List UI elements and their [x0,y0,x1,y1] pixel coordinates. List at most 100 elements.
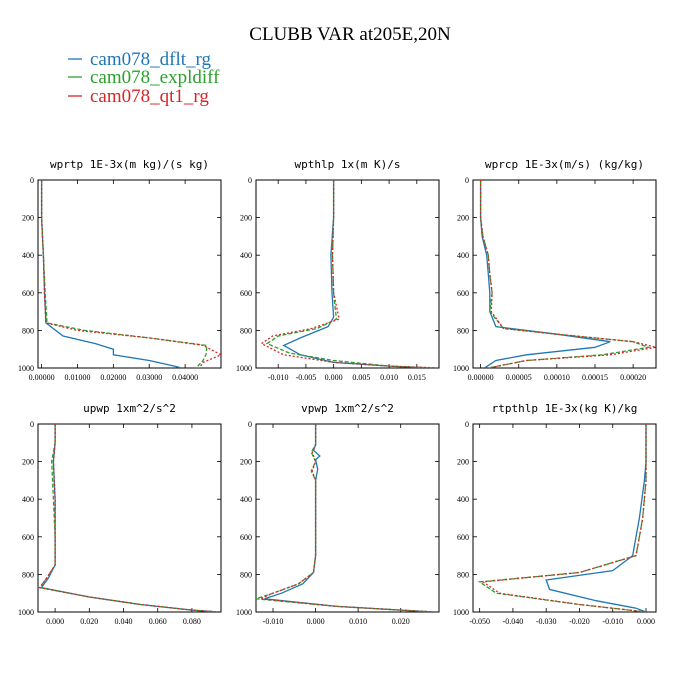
y-tick-label: 400 [22,251,34,260]
series-line-cam078_qt1_rg [40,180,221,368]
y-tick-label: 1000 [236,608,252,617]
y-tick-label: 800 [240,570,252,579]
plot-frame [472,179,657,369]
y-tick-label: 400 [240,251,252,260]
y-tick-label: 400 [22,495,34,504]
y-tick-label: 400 [457,495,469,504]
y-tick-label: 1000 [236,364,252,373]
y-tick-label: 800 [22,326,34,335]
y-tick-label: 200 [240,214,252,223]
series-line-cam078_dflt_rg [40,424,220,612]
y-tick-label: 1000 [453,364,469,373]
x-tick-label: 0.010 [349,617,367,626]
series-line-cam078_qt1_rg [479,180,656,368]
series-line-cam078_expldiff [38,424,220,612]
y-tick-label: 800 [240,326,252,335]
series-line-cam078_qt1_rg [481,424,647,612]
y-tick-label: 200 [22,458,34,467]
x-tick-label: 0.000 [637,617,655,626]
y-tick-label: 0 [465,420,469,429]
panel-3: wprcp 1E-3x(m/s) (kg/kg) 0 200 400 600 800 100… [453,158,657,382]
legend-label-dflt: cam078_dflt_rg [90,49,212,70]
legend-entry-qt1: cam078_qt1_rg [68,86,209,107]
x-tick-label: 0.000 [307,617,325,626]
plot-frame [37,423,222,613]
x-tick-label: 0.005 [352,373,370,382]
series-line-cam078_dflt_rg [545,424,647,612]
panel-title: wprcp 1E-3x(m/s) (kg/kg) [485,158,644,171]
series-line-cam078_expldiff [256,424,435,612]
x-tick-label: -0.010 [263,617,284,626]
series-line-cam078_expldiff [265,180,434,368]
y-tick-label: 0 [248,420,252,429]
x-tick-label: 0.060 [149,617,167,626]
x-tick-label: 0.015 [408,373,426,382]
y-tick-label: 800 [22,570,34,579]
y-tick-label: 200 [457,458,469,467]
x-tick-label: 0.000 [325,373,343,382]
y-tick-label: 800 [457,570,469,579]
x-tick-label: 0.020 [392,617,410,626]
y-tick-label: 200 [240,458,252,467]
y-tick-label: 600 [240,289,252,298]
panel-6: rtpthlp 1E-3x(kg K)/kg 0 200 400 600 800 1000 -… [453,402,657,626]
x-tick-label: -0.010 [602,617,623,626]
series-line-cam078_qt1_rg [257,424,435,612]
x-tick-label: -0.010 [268,373,289,382]
panel-title: upwp 1xm^2/s^2 [83,402,176,415]
x-tick-label: 0.04000 [172,373,198,382]
plot-frame [37,179,222,369]
y-tick-label: 1000 [18,364,34,373]
x-tick-label: -0.005 [296,373,317,382]
y-tick-label: 200 [22,214,34,223]
panel-title: vpwp 1xm^2/s^2 [301,402,394,415]
x-tick-label: 0.020 [80,617,98,626]
panel-1: wprtp 1E-3x(m kg)/(s kg) 0 200 400 600 800 100… [18,158,222,382]
series-group [260,180,439,368]
series-group [477,424,647,612]
panel-title: wpthlp 1x(m K)/s [295,158,401,171]
y-tick-label: 600 [457,533,469,542]
y-tick-label: 0 [30,420,34,429]
legend: cam078_dflt_rg cam078_expldiff cam078_qt… [68,49,220,107]
y-tick-label: 1000 [18,608,34,617]
panel-4: upwp 1xm^2/s^2 0 200 400 600 800 1000 0.000 0.02… [18,402,222,626]
x-tick-label: 0.00005 [506,373,532,382]
legend-entry-dflt: cam078_dflt_rg [68,49,212,70]
series-line-cam078_qt1_rg [38,424,220,612]
y-tick-label: 400 [240,495,252,504]
panels: wprtp 1E-3x(m kg)/(s kg) 0 200 400 600 800 100… [18,158,657,626]
panel-5: vpwp 1xm^2/s^2 0 200 400 600 800 1000 -0.010 0.0… [236,402,440,626]
x-tick-label: 0.040 [115,617,133,626]
x-tick-label: 0.03000 [136,373,162,382]
y-tick-label: 600 [22,533,34,542]
plot-frame [255,179,440,369]
y-tick-label: 0 [30,176,34,185]
y-tick-label: 200 [457,214,469,223]
x-tick-label: -0.020 [569,617,590,626]
series-line-cam078_expldiff [477,424,647,612]
x-tick-label: 0.02000 [100,373,126,382]
x-tick-label: -0.030 [536,617,557,626]
x-tick-label: 0.00020 [620,373,646,382]
legend-label-expldiff: cam078_expldiff [90,67,220,88]
x-tick-label: 0.00015 [582,373,608,382]
legend-label-qt1: cam078_qt1_rg [90,86,209,107]
x-tick-label: 0.080 [183,617,201,626]
y-tick-label: 1000 [453,608,469,617]
series-line-cam078_qt1_rg [260,180,439,368]
y-tick-label: 800 [457,326,469,335]
series-line-cam078_dflt_rg [40,180,182,368]
y-tick-label: 600 [22,289,34,298]
x-tick-label: 0.00000 [468,373,494,382]
series-line-cam078_expldiff [40,180,208,368]
y-tick-label: 0 [465,176,469,185]
plot-frame [255,423,440,613]
series-line-cam078_dflt_rg [282,180,434,368]
panel-title: rtpthlp 1E-3x(kg K)/kg [492,402,638,415]
x-tick-label: 0.00010 [544,373,570,382]
y-tick-label: 0 [248,176,252,185]
series-line-cam078_expldiff [479,180,651,368]
series-group [256,424,435,612]
